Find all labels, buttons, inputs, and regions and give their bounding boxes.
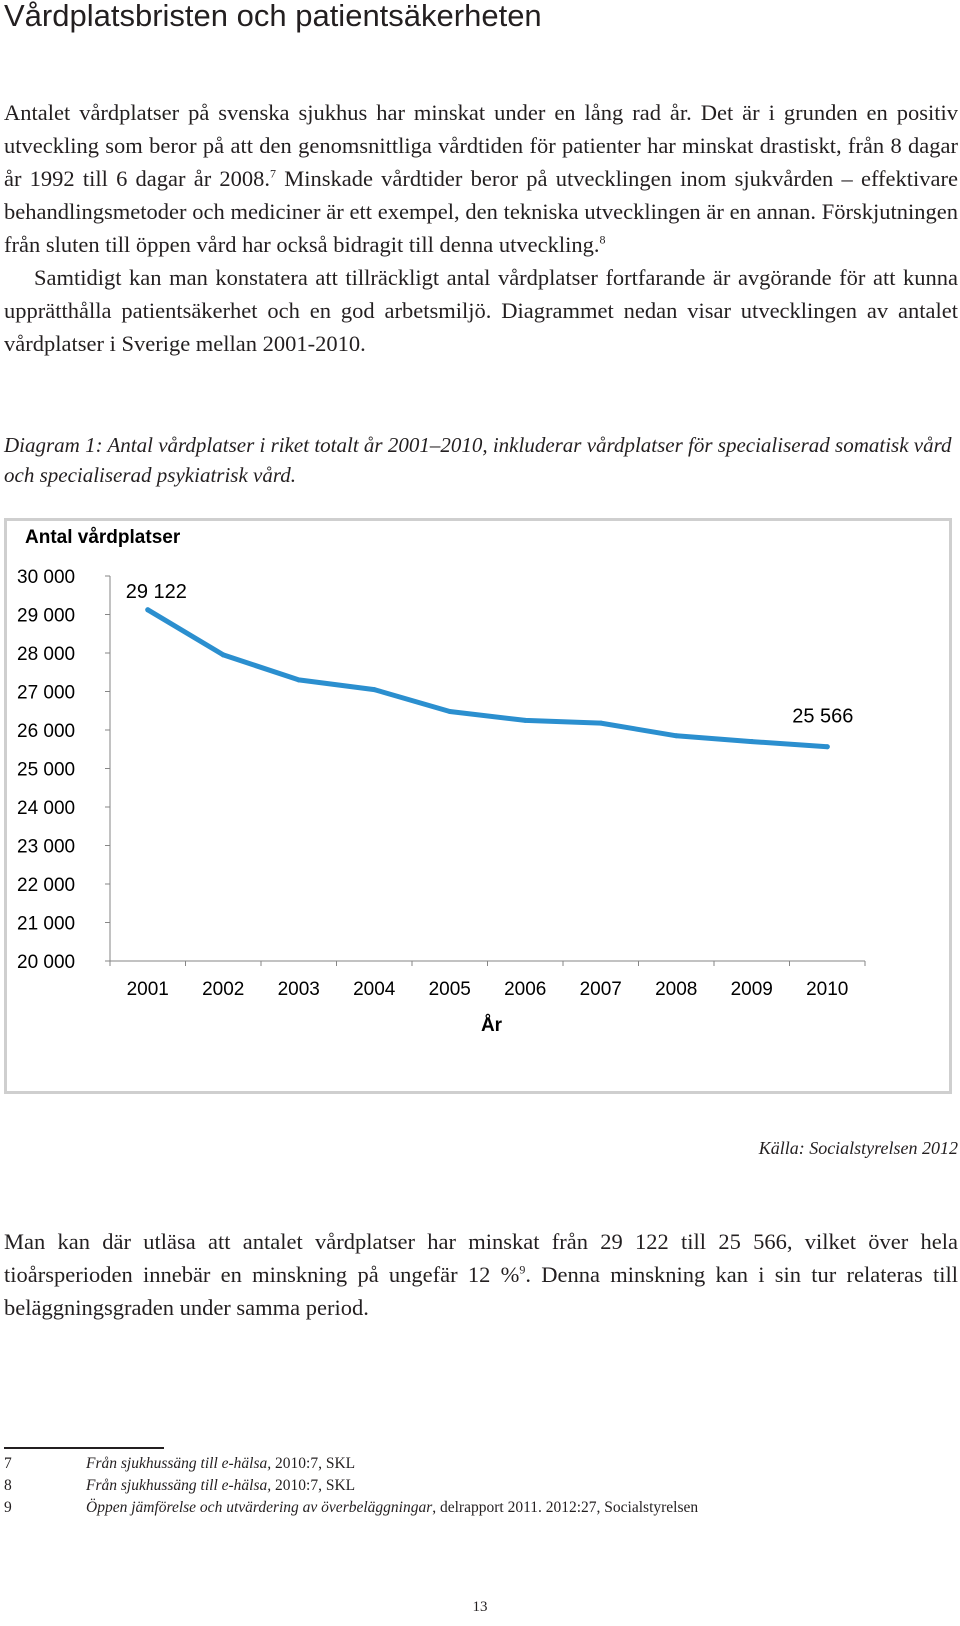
footnote-title: Öppen jämförelse och utvärdering av över… [86,1499,433,1516]
x-tick-label: 2003 [278,979,320,1000]
intro-paragraph: Antalet vårdplatser på svenska sjukhus h… [4,96,958,360]
y-tick-label: 20 000 [17,952,75,973]
intro-text-3: Samtidigt kan man konstatera att tillräc… [4,265,958,356]
page-number: 13 [472,1599,488,1615]
x-tick-label: 2010 [806,979,848,1000]
footnote-text: Från sjukhussäng till e-hälsa, 2010:7, S… [86,1453,355,1475]
footnote-9: 9 Öppen jämförelse och utvärdering av öv… [4,1497,954,1519]
y-tick-label: 25 000 [17,760,75,781]
x-tick-label: 2008 [655,979,697,1000]
footnote-rest: 2010:7, SKL [271,1455,356,1472]
y-tick-label: 21 000 [17,914,75,935]
y-tick-label: 27 000 [17,683,75,704]
footnote-title: Från sjukhussäng till e-hälsa, [86,1477,272,1494]
y-tick-label: 29 000 [17,606,75,627]
y-tick-label: 24 000 [17,798,75,819]
data-point [598,720,604,726]
conclusion-text-2: . Denna minskning kan i sin tur relatera… [4,1262,958,1320]
data-point [447,709,453,715]
x-tick-label: 2006 [504,979,546,1000]
footnote-number: 8 [4,1477,12,1494]
x-tick-label: 2009 [731,979,773,1000]
data-label: 29 122 [126,581,187,603]
conclusion-paragraph: Man kan där utläsa att antalet vårdplats… [4,1225,958,1324]
x-axis-title: År [481,1015,503,1036]
data-label: 25 566 [792,706,853,728]
x-tick-label: 2002 [202,979,244,1000]
diagram-caption: Diagram 1: Antal vårdplatser i riket tot… [4,433,952,487]
page-title: Vårdplatsbristen och patientsäkerheten [4,0,542,33]
footnote-ref-8[interactable]: 8 [599,232,606,247]
footnote-8: 8 Från sjukhussäng till e-hälsa, 2010:7,… [4,1475,954,1497]
data-point [824,744,830,750]
data-point [522,717,528,723]
y-tick-label: 30 000 [17,567,75,588]
footnote-ref-9[interactable]: 9 [519,1262,526,1277]
x-tick-label: 2005 [429,979,471,1000]
chart-source: Källa: Socialstyrelsen 2012 [758,1138,958,1158]
series-line [145,607,830,750]
footnote-text: Öppen jämförelse och utvärdering av över… [86,1497,698,1519]
x-tick-label: 2004 [353,979,396,1000]
y-tick-label: 28 000 [17,644,75,665]
data-point [673,733,679,739]
footnote-title: Från sjukhussäng till e-hälsa, [86,1455,272,1472]
data-point [145,607,151,613]
footnotes: 7 Från sjukhussäng till e-hälsa, 2010:7,… [4,1453,954,1519]
data-point [220,652,226,658]
data-point [371,687,377,693]
footnote-7: 7 Från sjukhussäng till e-hälsa, 2010:7,… [4,1453,954,1475]
footnote-rest: , delrapport 2011. 2012:27, Socialstyrel… [432,1499,699,1516]
intro-text-2: Minskade vårdtider beror på utvecklingen… [4,166,958,257]
intro-text-1: Antalet vårdplatser på svenska sjukhus h… [4,100,958,191]
data-point [296,677,302,683]
footnote-number: 9 [4,1499,12,1516]
footnote-rest: 2010:7, SKL [271,1477,356,1494]
y-tick-label: 22 000 [17,875,75,896]
y-tick-label: 23 000 [17,837,75,858]
data-point [749,739,755,745]
y-tick-label: 26 000 [17,721,75,742]
footnote-text: Från sjukhussäng till e-hälsa, 2010:7, S… [86,1475,355,1497]
conclusion-text-1: Man kan där utläsa att antalet vårdplats… [4,1229,958,1287]
footnote-divider [4,1447,164,1449]
line-chart: Antal vårdplatser 20 000 21 000 22 000 23 00… [4,518,952,1094]
x-tick-label: 2007 [580,979,622,1000]
line-chart-svg: Antal vårdplatser 20 000 21 000 22 000 23 00… [17,527,866,1036]
x-tick-label: 2001 [127,979,169,1000]
footnote-ref-7[interactable]: 7 [270,166,277,181]
y-axis-title: Antal vårdplatser [25,527,181,548]
footnote-number: 7 [4,1455,12,1472]
